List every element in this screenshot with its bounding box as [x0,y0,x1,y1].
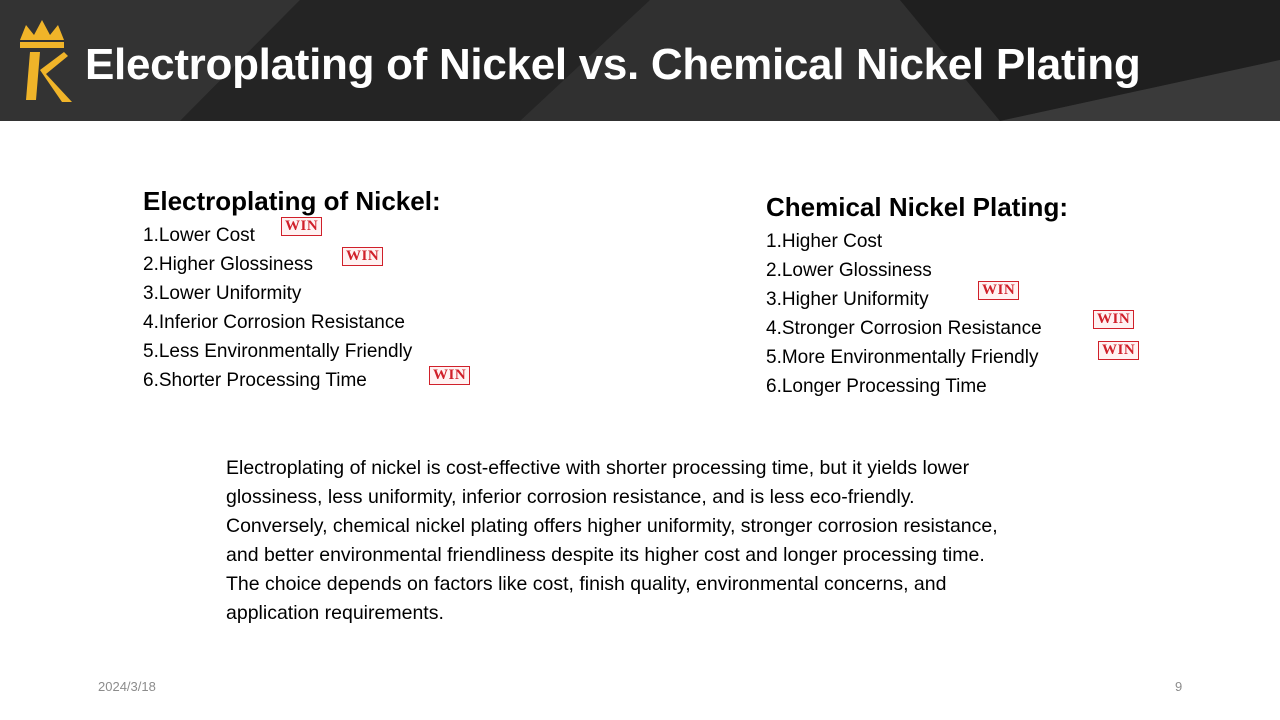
list-item: 3.Higher Uniformity WIN [766,281,1068,314]
list-item: 5.More Environmentally Friendly WIN [766,341,1140,372]
column: Chemical Nickel Plating: 1.Higher Cost 2… [766,192,1140,401]
header-band [0,0,1280,121]
win-badge: WIN [342,247,384,266]
item-text: 2.Lower Glossiness [766,260,932,281]
list-item: 6.Longer Processing Time [766,372,1068,401]
list-item: 2.Higher Glossiness WIN [143,247,441,279]
list-item: 1.Higher Cost [766,227,1068,256]
win-badge: WIN [1098,341,1140,360]
title: Electroplating of Nickel vs. Chemical Ni… [85,40,1141,89]
item-text: 4.Inferior Corrosion Resistance [143,312,405,333]
column: Electroplating of Nickel: 1.Lower Cost WI… [143,186,471,395]
item-text: 6.Shorter Processing Time [143,370,367,391]
summary-paragraph: Electroplating of nickel is cost-effecti… [226,457,998,624]
item-text: 1.Higher Cost [766,231,883,252]
item-text: 1.Lower Cost [143,225,255,246]
win-badge: WIN [1093,310,1135,329]
page-number: 9 [1175,679,1183,694]
item-text: 3.Lower Uniformity [143,283,302,304]
list-item: 4.Stronger Corrosion Resistance WIN [766,310,1135,343]
list-item: 3.Lower Uniformity [143,279,441,308]
column-heading: Electroplating of Nickel: [143,186,441,216]
logo [20,20,72,102]
column-heading: Chemical Nickel Plating: [766,192,1068,222]
list-item: 1.Lower Cost WIN [143,217,441,250]
item-text: 2.Higher Glossiness [143,254,314,275]
item-text: 4.Stronger Corrosion Resistance [766,318,1042,339]
win-badge: WIN [429,366,471,385]
item-text: 5.More Environmentally Friendly [766,347,1039,368]
list-item: 5.Less Environmentally Friendly [143,337,441,366]
list-item: 6.Shorter Processing Time WIN [143,366,471,395]
win-badge: WIN [281,217,323,236]
item-text: 6.Longer Processing Time [766,376,987,397]
item-text: 3.Higher Uniformity [766,289,929,310]
footer-date: 2024/3/18 [98,679,156,694]
win-badge: WIN [978,281,1020,300]
list-item: 2.Lower Glossiness [766,256,1068,285]
item-text: 5.Less Environmentally Friendly [143,341,413,362]
list-item: 4.Inferior Corrosion Resistance [143,308,441,337]
